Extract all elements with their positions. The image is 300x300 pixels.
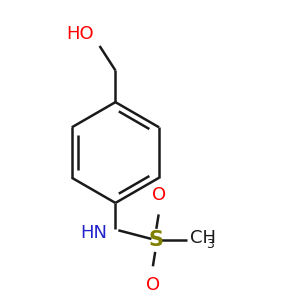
Text: O: O <box>146 276 160 294</box>
Text: HO: HO <box>66 25 94 43</box>
Text: S: S <box>148 230 163 250</box>
Text: CH: CH <box>190 229 216 247</box>
Text: 3: 3 <box>206 238 214 250</box>
Text: HN: HN <box>80 224 107 242</box>
Text: O: O <box>152 186 166 204</box>
